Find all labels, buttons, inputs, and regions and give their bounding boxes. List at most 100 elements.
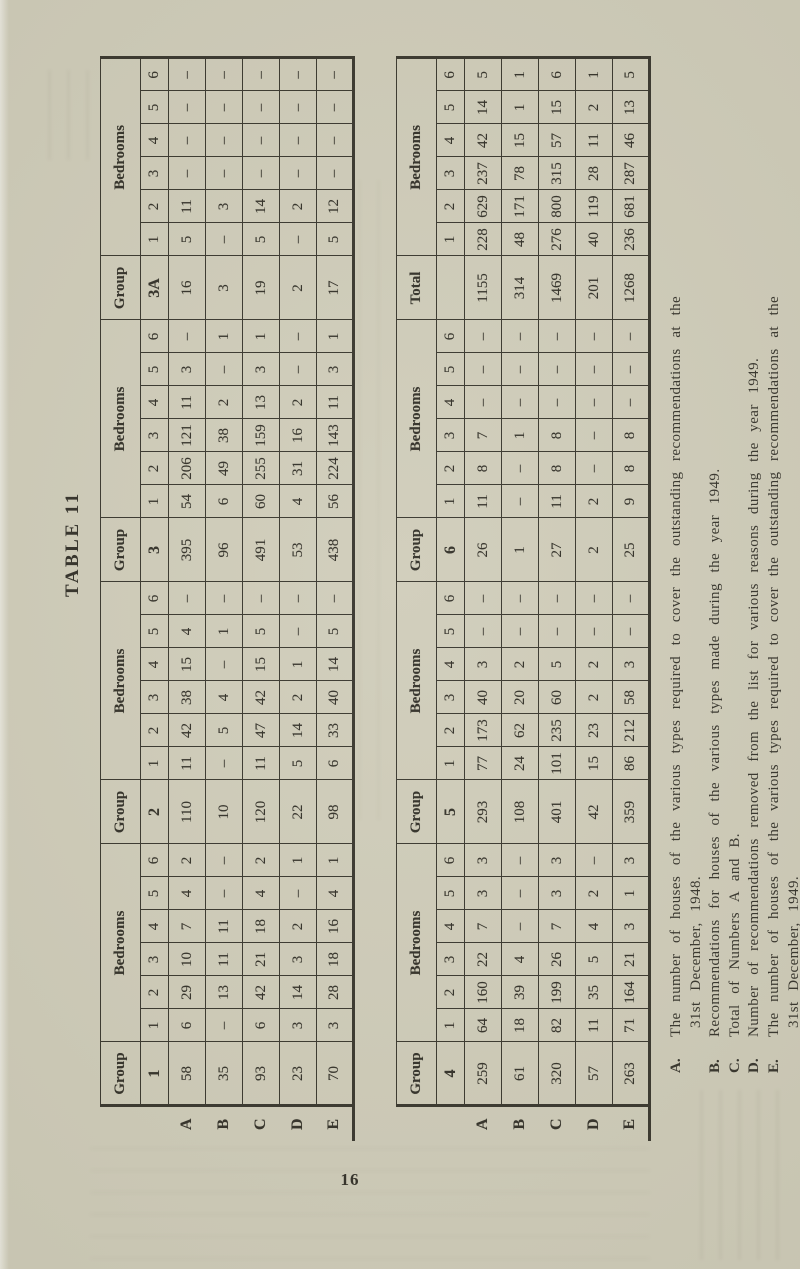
bedroom-cell: –: [464, 385, 502, 419]
bedroom-cell: –: [205, 647, 243, 681]
bedrooms-header: Bedrooms: [100, 581, 141, 780]
bedroom-cell: –: [501, 319, 539, 353]
footnotes: A. The number of houses of the various ty…: [668, 30, 800, 1075]
group-total-cell: 10: [205, 779, 243, 844]
bedroom-number-header: 2: [436, 451, 465, 485]
bedroom-cell: 160: [464, 976, 502, 1009]
bedroom-cell: 11: [242, 746, 280, 780]
bedroom-cell: 3: [205, 189, 243, 223]
bedroom-cell: 3: [464, 843, 502, 877]
bedroom-cell: 49: [205, 451, 243, 485]
footnote-line: B. Recommendations for houses of the vari…: [707, 30, 727, 1075]
bedroom-cell: –: [538, 352, 576, 386]
bedroom-cell: –: [538, 319, 576, 353]
bedroom-cell: 29: [168, 976, 206, 1009]
bedroom-number-header: 3: [140, 418, 169, 452]
bedroom-cell: 2: [575, 90, 613, 124]
table-row: D 57 11 35 5 4 2–42 15 23 2 2– –2 2– – – – –201 40 119 28 11…: [575, 57, 613, 1141]
group-total-cell: 1268: [612, 255, 650, 320]
corner-blank: [396, 1106, 437, 1141]
bedroom-cell: 1: [612, 877, 650, 910]
group-total-cell: 263: [612, 1042, 650, 1106]
bedroom-number-header: 5: [436, 877, 465, 910]
group-total-cell: 53: [279, 517, 317, 582]
group-total-cell: 395: [168, 517, 206, 582]
bedroom-cell: –: [279, 319, 317, 353]
group-total-cell: 491: [242, 517, 280, 582]
bedroom-cell: 15: [538, 90, 576, 124]
group-total-cell: 1469: [538, 255, 576, 320]
bedroom-number-header: 5: [140, 877, 169, 910]
bedroom-number-header: 2: [436, 189, 465, 223]
bedroom-cell: –: [168, 90, 206, 124]
table-row: B 35–13 11 11– –10–5 4–1–96 6 49 38 2–1 3–3– – – –: [205, 57, 243, 1141]
bedroom-cell: 8: [612, 451, 650, 485]
group-total-cell: 23: [279, 1042, 317, 1106]
bedroom-number-header: 1: [140, 484, 169, 518]
table-row: C 320 82 199 26 7 3 3 401 101 235 60 5– –27 11 8 8– – –146…: [538, 57, 576, 1141]
bedroom-number-header: 1: [436, 1009, 465, 1042]
bedroom-number-header: 6: [140, 581, 169, 615]
bedrooms-header: Bedrooms: [100, 319, 141, 518]
bedroom-cell: –: [168, 123, 206, 157]
footnote-text: 31st December, 1949.: [785, 875, 800, 1028]
bedroom-cell: 39: [501, 976, 539, 1009]
bedroom-cell: 57: [538, 123, 576, 157]
group-number-header: 3: [140, 517, 169, 582]
bedroom-number-header: 2: [140, 713, 169, 747]
bedroom-cell: –: [242, 123, 280, 157]
footnote-continuation: 31st December, 1949.: [786, 30, 800, 1075]
bedroom-cell: 6: [316, 746, 354, 780]
bedroom-cell: –: [205, 746, 243, 780]
group-header: Group: [100, 779, 141, 844]
footnote-text: The number of houses of the various type…: [668, 295, 684, 1037]
bedroom-cell: –: [168, 319, 206, 353]
bedroom-cell: 13: [205, 976, 243, 1009]
group-total-cell: 61: [501, 1042, 539, 1106]
bedroom-cell: 42: [242, 680, 280, 714]
bedroom-cell: 2: [501, 647, 539, 681]
bedroom-cell: 4: [168, 877, 206, 910]
group-total-cell: 293: [464, 779, 502, 844]
footnote-text: 31st December, 1948.: [687, 875, 704, 1028]
bedroom-cell: 15: [575, 746, 613, 780]
table-row: B 61 18 39 4– – –108 24 62 20 2– –1– –1– – –314 48 171 78…: [501, 57, 539, 1141]
group-number-header: 5: [436, 779, 465, 844]
group-total-cell: 26: [464, 517, 502, 582]
group-total-cell: 3: [205, 255, 243, 320]
bedroom-cell: 5: [168, 222, 206, 256]
bedroom-cell: 33: [316, 713, 354, 747]
bedroom-cell: 255: [242, 451, 280, 485]
bedroom-cell: 42: [242, 976, 280, 1009]
bedroom-cell: 121: [168, 418, 206, 452]
footnote-label: B.: [707, 1059, 724, 1073]
bedroom-cell: 3: [464, 647, 502, 681]
bedroom-cell: 199: [538, 976, 576, 1009]
group-total-cell: 22: [279, 779, 317, 844]
table-row: C 93 6 42 21 18 4 2 120 11 47 42 15 5–491 60 255 159 13 3 1…: [242, 57, 280, 1141]
bedroom-cell: 40: [316, 680, 354, 714]
bedroom-cell: 2: [168, 843, 206, 877]
bedroom-cell: 3: [612, 843, 650, 877]
group-number-header: 4: [436, 1042, 465, 1106]
bedroom-cell: 26: [538, 943, 576, 976]
bedroom-cell: –: [316, 57, 354, 91]
group-total-cell: 1155: [464, 255, 502, 320]
group-total-cell: 110: [168, 779, 206, 844]
bedroom-cell: 1: [205, 319, 243, 353]
row-label: B: [205, 1106, 243, 1141]
table-row: D 23 3 14 3 2–1 22 5 14 2 1– –53 4 31 16 2– –2–2– – – –: [279, 57, 317, 1141]
bedroom-cell: 11: [168, 746, 206, 780]
bedroom-cell: 48: [501, 222, 539, 256]
bedroom-cell: 18: [501, 1009, 539, 1042]
bedroom-number-header: 1: [140, 746, 169, 780]
row-label: C: [242, 1106, 280, 1141]
bedroom-number-header: 1: [436, 222, 465, 256]
bedroom-cell: –: [168, 156, 206, 190]
bedroom-cell: 40: [575, 222, 613, 256]
bedroom-cell: 38: [205, 418, 243, 452]
bedroom-cell: 86: [612, 746, 650, 780]
bedroom-cell: –: [501, 910, 539, 943]
group-total-cell: 108: [501, 779, 539, 844]
bedroom-cell: –: [538, 614, 576, 648]
